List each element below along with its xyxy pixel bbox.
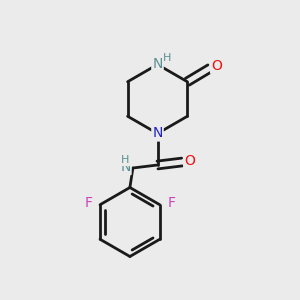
Text: H: H	[121, 155, 130, 165]
Text: F: F	[167, 196, 175, 210]
Text: N: N	[152, 127, 163, 140]
Text: H: H	[163, 53, 172, 63]
Text: O: O	[184, 154, 195, 168]
Text: N: N	[120, 160, 130, 174]
Text: F: F	[85, 196, 93, 210]
Text: O: O	[211, 59, 222, 73]
Text: N: N	[152, 58, 163, 71]
